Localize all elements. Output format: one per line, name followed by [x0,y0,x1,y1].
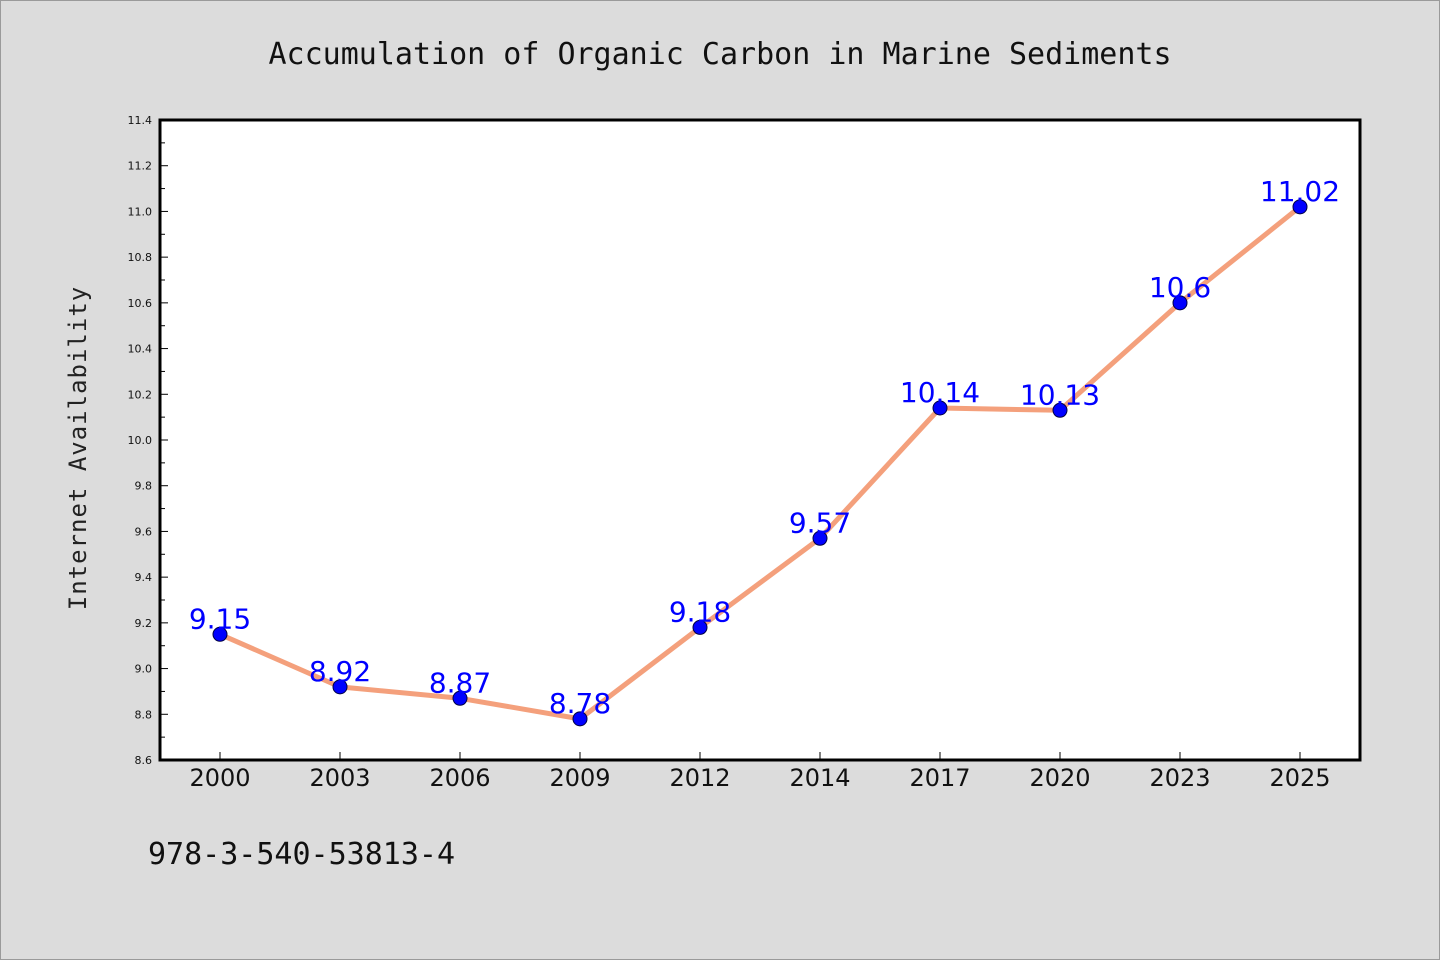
data-label: 8.92 [309,655,371,688]
x-tick-label: 2020 [1029,764,1090,792]
y-tick-label: 9.6 [135,525,153,538]
series-line [218,204,1302,722]
data-point [332,679,348,695]
isbn-text: 978-3-540-53813-4 [148,837,455,872]
data-label: 9.18 [669,595,731,628]
data-label: 10.14 [900,376,980,409]
data-label: 9.15 [189,602,251,635]
y-tick-label: 8.8 [135,708,153,721]
y-tick-label: 9.2 [135,617,153,630]
data-point [1292,199,1308,215]
y-tick-label: 9.0 [135,663,153,676]
x-tick-label: 2023 [1149,764,1210,792]
data-point [692,619,708,635]
data-point [1052,402,1068,418]
y-axis-label: Internet Availability [64,286,92,610]
x-tick-label: 2003 [309,764,370,792]
data-label: 8.78 [549,687,611,720]
y-axis-ticks: 8.6 8.8 9.0 9.2 9.4 9.6 9.8 10.0 10.2 10.4 10.6 10.… [128,114,168,767]
y-tick-label: 11.4 [128,114,153,127]
x-tick-label: 2017 [909,764,970,792]
data-markers [212,199,1308,727]
x-tick-label: 2000 [189,764,250,792]
chart-title: Accumulation of Organic Carbon in Marine… [268,37,1171,72]
x-tick-label: 2006 [429,764,490,792]
x-tick-label: 2009 [549,764,610,792]
data-point [452,690,468,706]
y-tick-label: 9.8 [135,480,153,493]
data-point [212,626,228,642]
x-axis-ticks: 2000 2003 2006 2009 2012 2014 2017 2020 2023 2025 [189,752,1331,792]
y-tick-label: 11.0 [128,205,153,218]
y-tick-label: 10.6 [128,297,153,310]
y-tick-label: 10.0 [128,434,153,447]
data-point [1172,295,1188,311]
data-label: 9.57 [789,506,851,539]
y-tick-label: 10.2 [128,388,153,401]
x-tick-label: 2014 [789,764,850,792]
y-tick-label: 9.4 [135,571,153,584]
x-tick-label: 2025 [1269,764,1330,792]
y-tick-label: 8.6 [135,754,153,767]
y-tick-label: 11.2 [128,160,153,173]
data-point [812,530,828,546]
data-point [932,400,948,416]
data-label: 11.02 [1260,175,1340,208]
data-labels: 9.15 8.92 8.87 8.78 9.18 9.57 10.14 10.13 10.6 11… [189,175,1340,720]
data-label: 10.13 [1020,378,1100,411]
plot-area [158,118,1362,762]
y-tick-label: 10.4 [128,343,153,356]
x-tick-label: 2012 [669,764,730,792]
y-tick-label: 10.8 [128,251,153,264]
data-label: 8.87 [429,666,491,699]
data-label: 10.6 [1149,271,1211,304]
data-point [572,711,588,727]
